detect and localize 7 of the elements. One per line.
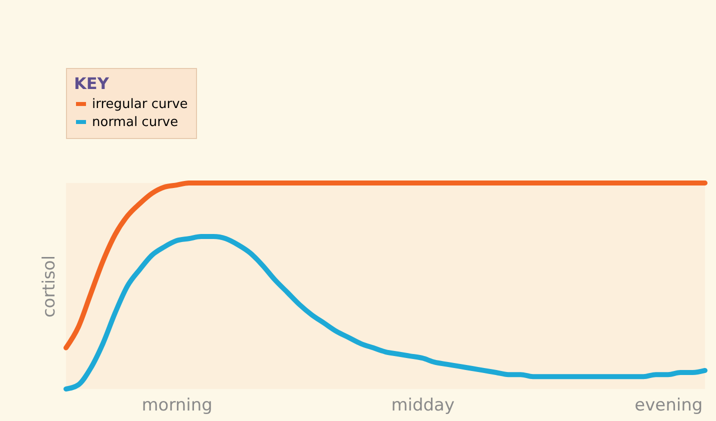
legend-label: irregular curve xyxy=(92,97,188,112)
x-tick-label: midday xyxy=(391,396,455,416)
y-axis-title: cortisol xyxy=(40,255,60,318)
legend-label: normal curve xyxy=(92,115,178,130)
legend-title: KEY xyxy=(74,74,110,93)
x-tick-label: evening xyxy=(634,396,703,416)
x-tick-label: morning xyxy=(142,396,212,416)
